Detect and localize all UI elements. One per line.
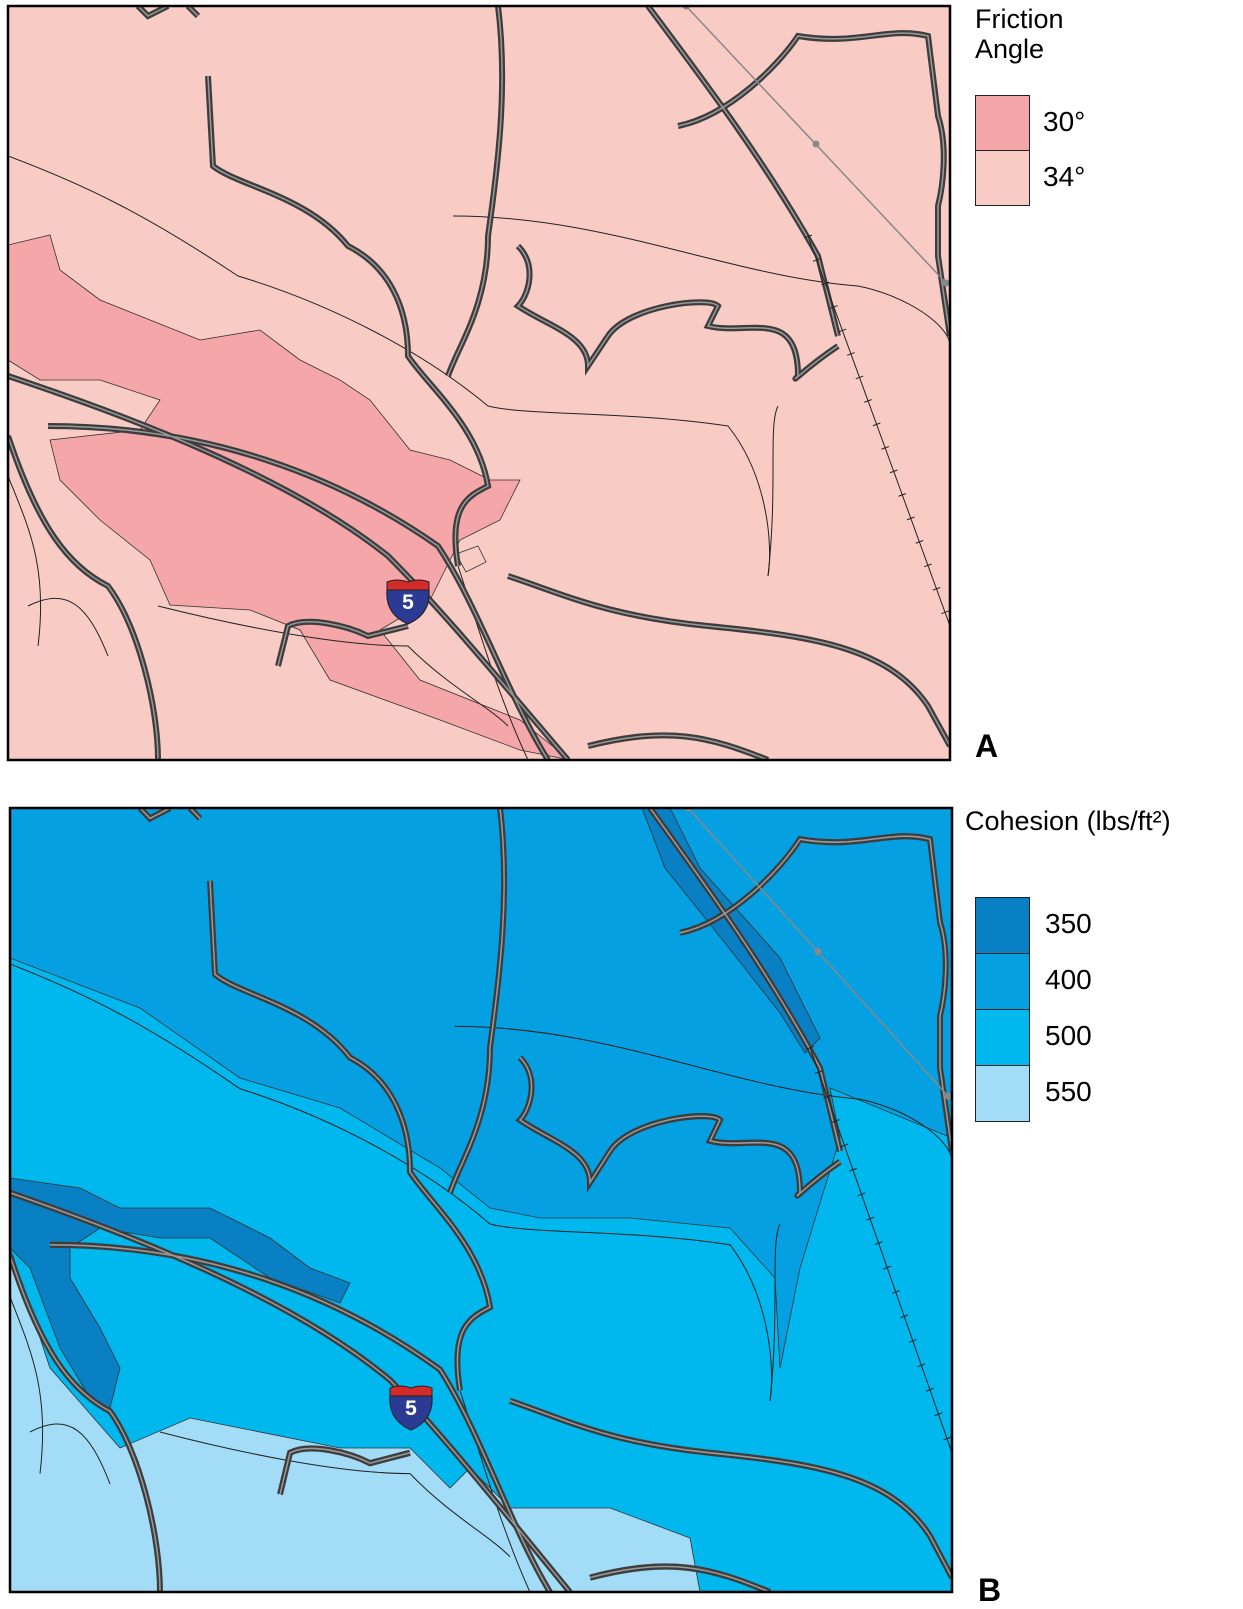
panel-label: B bbox=[978, 1572, 1001, 1609]
legend-swatch bbox=[975, 95, 1030, 151]
panel-label: A bbox=[975, 728, 998, 765]
map-panel-a: 5 bbox=[8, 3, 950, 761]
shield-number: 5 bbox=[405, 1397, 417, 1420]
legend-swatch bbox=[975, 1065, 1030, 1122]
legend-swatch bbox=[975, 1009, 1030, 1066]
legend-label: 30° bbox=[1043, 106, 1085, 138]
legend-label: 500 bbox=[1045, 1020, 1092, 1052]
legend-swatch bbox=[975, 897, 1030, 954]
legend-label: 400 bbox=[1045, 964, 1092, 996]
legend-swatch bbox=[975, 150, 1030, 206]
legend-label: 34° bbox=[1043, 161, 1085, 193]
shield-number: 5 bbox=[402, 591, 414, 614]
map-panel-b: 5 bbox=[10, 804, 952, 1592]
legend-title: Friction Angle bbox=[975, 4, 1095, 64]
legend-title: Cohesion (lbs/ft²) bbox=[965, 806, 1235, 836]
legend-label: 350 bbox=[1045, 908, 1092, 940]
maps: 5 5 bbox=[0, 0, 1243, 1606]
legend-label: 550 bbox=[1045, 1076, 1092, 1108]
legend-swatch bbox=[975, 953, 1030, 1010]
page: 5 5 Friction Angle A Cohesion ( bbox=[0, 0, 1243, 1606]
